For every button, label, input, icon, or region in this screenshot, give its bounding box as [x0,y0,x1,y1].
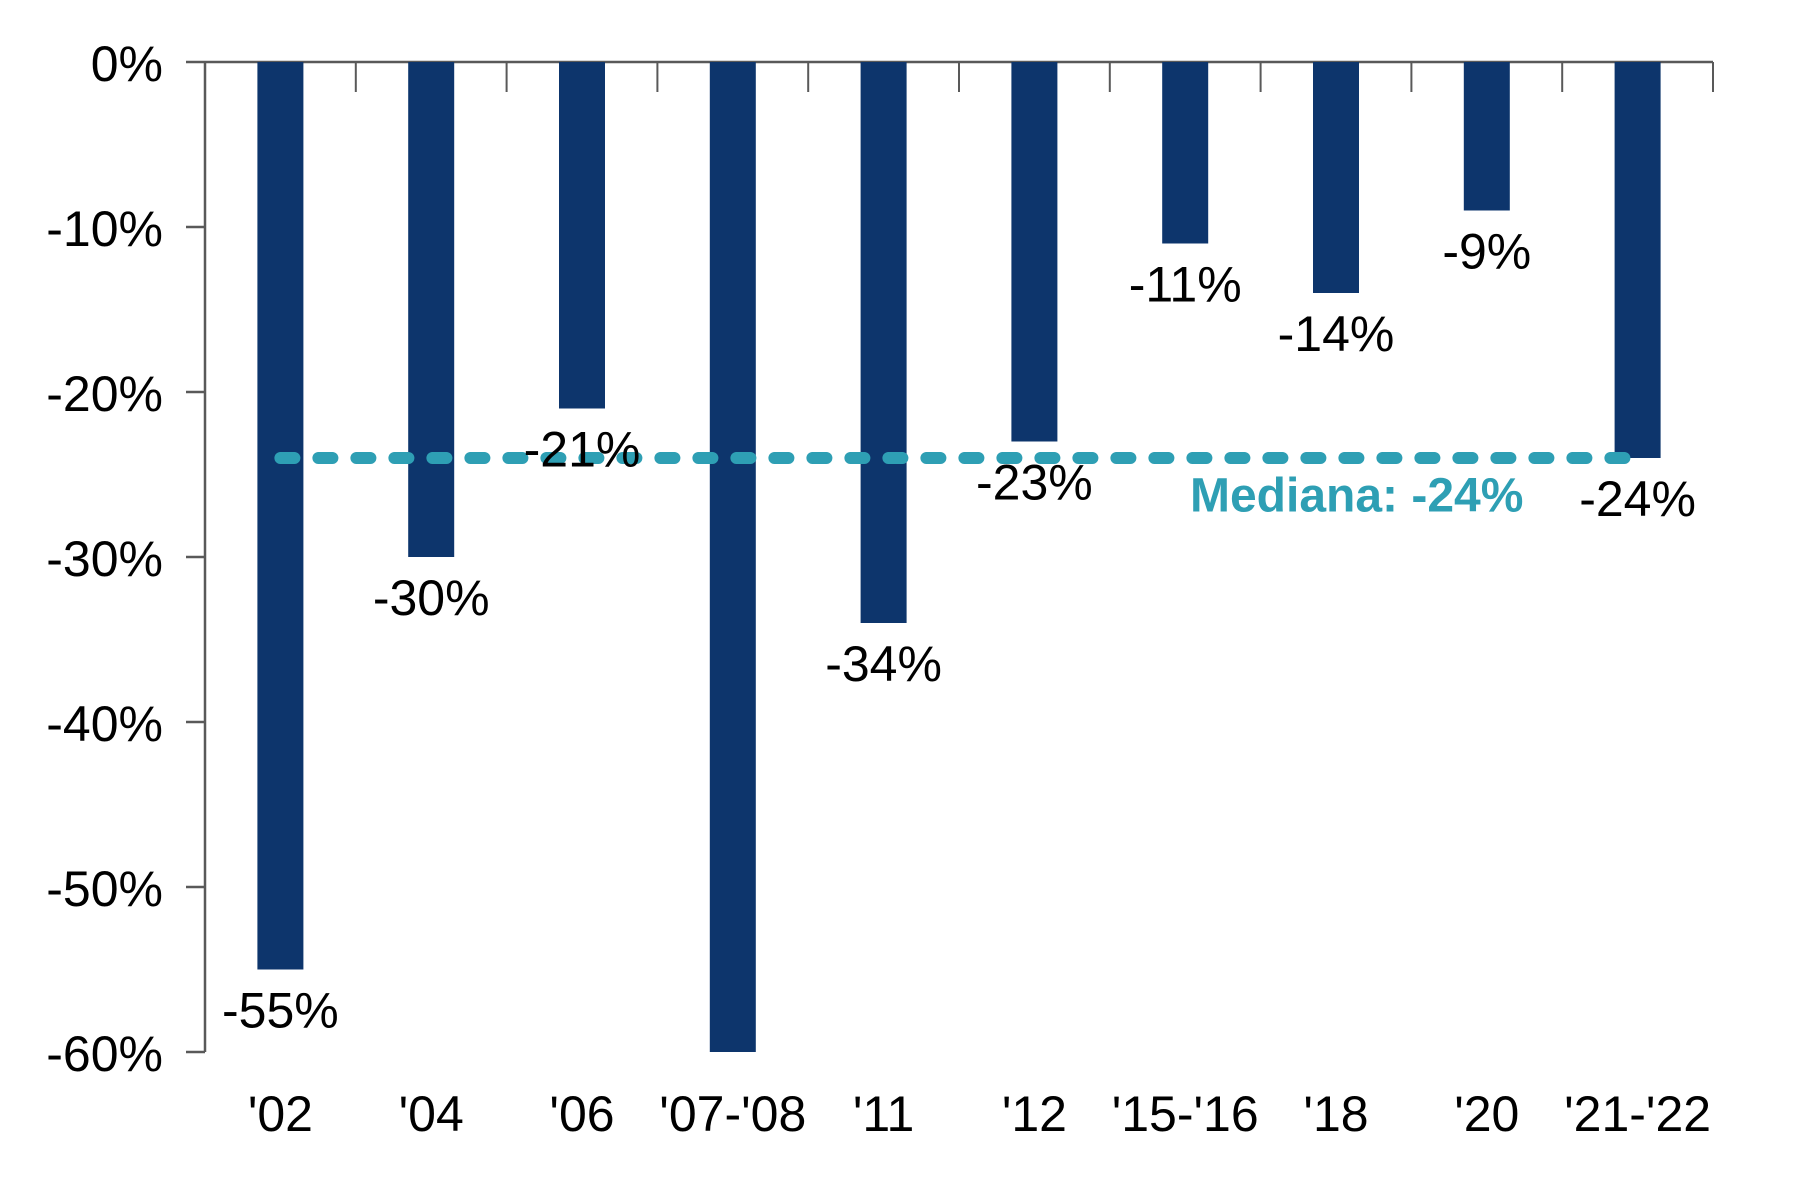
bar [559,62,605,409]
labels: 0% -10% -20% -30% -40% -50% -60% '02 '04 '06 '07-'… [46,36,1711,1142]
x-axis-category-label: '20 [1454,1086,1519,1142]
bar-value-label: -11% [1129,257,1242,313]
x-axis-category-label: '21-'22 [1564,1086,1711,1142]
bar-value-label: -21% [524,422,641,478]
x-axis-category-label: '18 [1303,1086,1368,1142]
bar-value-label: -34% [825,636,942,692]
bar [408,62,455,557]
x-axis-category-label: '02 [248,1086,313,1142]
bar-value-label: -24% [1579,471,1696,527]
x-axis-category-label: '06 [549,1086,614,1142]
x-axis-category-label: '04 [399,1086,464,1142]
bar [709,62,756,1052]
bar [1011,62,1058,442]
bar [860,62,907,623]
y-axis-tick-label: -10% [46,201,163,257]
x-axis-category-label: '07-'08 [659,1086,806,1142]
bar-value-label: -9% [1442,224,1531,280]
bar-value-label: -14% [1278,306,1395,362]
bar [1463,62,1510,211]
axes [186,60,1714,1054]
y-axis-tick-label: -20% [46,366,163,422]
y-axis-tick-label: -50% [46,861,163,917]
bar-value-label: -55% [222,983,339,1039]
y-axis-tick-label: 0% [91,36,163,92]
bar [1614,62,1661,458]
y-axis-tick-label: -30% [46,531,163,587]
median-label: Mediana: -24% [1190,470,1523,523]
bar-value-label: -23% [976,455,1093,511]
bar-value-label: -30% [373,570,490,626]
x-axis-category-label: '11 [853,1086,914,1142]
y-axis-tick-label: -60% [46,1026,163,1082]
bar [257,62,304,970]
x-axis-category-label: '12 [1002,1086,1067,1142]
bar [1313,62,1359,293]
bar [1162,62,1209,244]
bars [257,62,1661,1052]
y-axis-tick-label: -40% [46,696,163,752]
x-axis-category-label: '15-'16 [1112,1086,1259,1142]
